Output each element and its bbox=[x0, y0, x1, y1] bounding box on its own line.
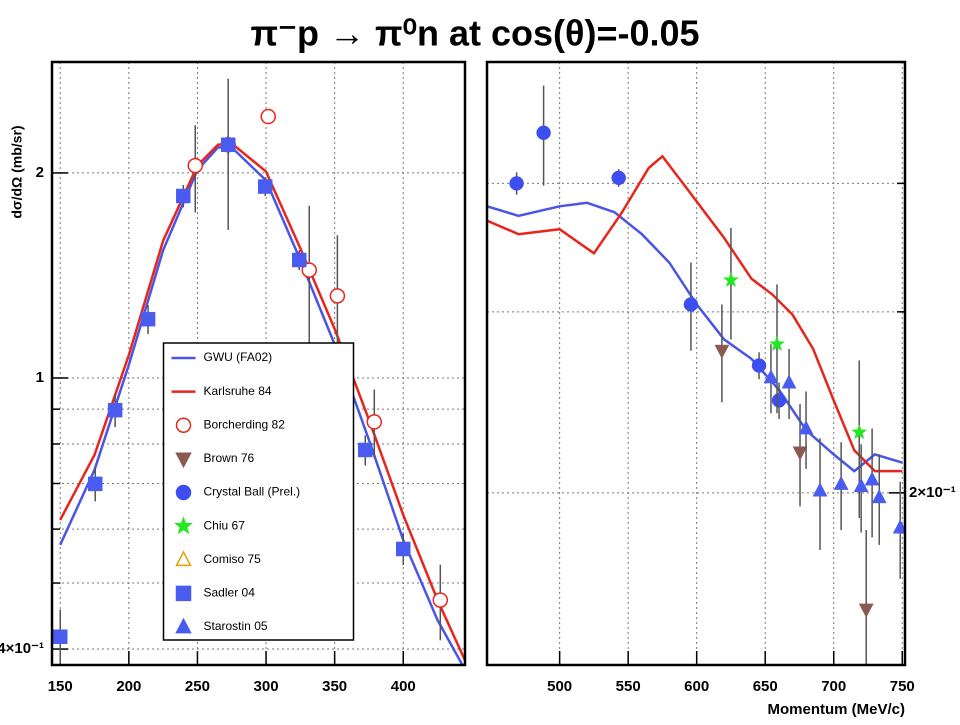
data-point bbox=[833, 475, 849, 490]
plot-layer bbox=[487, 85, 905, 665]
data-point bbox=[260, 108, 276, 125]
legend-label: GWU (FA02) bbox=[204, 350, 273, 364]
legend-label: Chiu 67 bbox=[204, 518, 246, 532]
curve bbox=[59, 146, 464, 665]
data-point bbox=[722, 271, 740, 288]
chart-title: π⁻p → π⁰n at cos(θ)=-0.05 bbox=[250, 13, 699, 54]
data-point bbox=[107, 402, 123, 418]
x-tick-label: 750 bbox=[890, 678, 915, 695]
x-tick-label: 550 bbox=[616, 678, 641, 695]
legend: GWU (FA02) Karlsruhe 84 Borcherding 82 Brow… bbox=[162, 342, 355, 641]
data-point bbox=[858, 603, 874, 618]
legend-label: Starostin 05 bbox=[204, 619, 268, 633]
x-tick-label: 600 bbox=[684, 678, 709, 695]
legend-swatch bbox=[175, 452, 192, 469]
curve bbox=[487, 201, 903, 473]
data-point bbox=[714, 344, 730, 359]
legend-label: Borcherding 82 bbox=[204, 417, 286, 431]
curve bbox=[59, 142, 465, 661]
data-point bbox=[357, 442, 373, 458]
legend-swatch bbox=[175, 550, 192, 567]
x-tick-label: 200 bbox=[116, 678, 141, 695]
data-point bbox=[366, 414, 383, 430]
frame bbox=[485, 60, 907, 667]
data-point bbox=[329, 288, 346, 304]
x-axis-label: Momentum (MeV/c) bbox=[767, 701, 905, 718]
legend-swatch bbox=[175, 585, 192, 602]
data-point bbox=[792, 446, 808, 461]
panel: 150 200 250 300 350 400 4×10⁻¹ 1 2 dσ/dΩ (mb/sr) G… bbox=[0, 60, 467, 695]
legend-swatch bbox=[174, 516, 193, 535]
data-point bbox=[220, 137, 236, 152]
plot-layer bbox=[52, 78, 465, 665]
data-point bbox=[812, 482, 828, 497]
x-tick-label: 150 bbox=[48, 678, 73, 695]
data-point bbox=[176, 188, 191, 204]
data-point bbox=[771, 393, 787, 408]
data-point bbox=[611, 170, 626, 186]
data-point bbox=[864, 471, 880, 486]
data-point bbox=[396, 541, 411, 557]
data-point bbox=[768, 335, 786, 352]
data-point bbox=[781, 374, 797, 389]
x-tick-label: 650 bbox=[753, 678, 778, 695]
data-point bbox=[871, 489, 887, 504]
data-point bbox=[536, 125, 551, 141]
x-tick-label: 400 bbox=[391, 678, 416, 695]
x-tick-label: 500 bbox=[547, 678, 572, 695]
y-tick-label: 1 bbox=[36, 369, 44, 386]
data-point bbox=[892, 519, 905, 534]
plot-area bbox=[487, 62, 905, 665]
data-point bbox=[798, 420, 814, 435]
legend-label: Karlsruhe 84 bbox=[204, 384, 272, 398]
legend-swatch bbox=[175, 617, 192, 634]
x-tick-label: 700 bbox=[821, 678, 846, 695]
data-point bbox=[187, 157, 203, 174]
frame bbox=[50, 60, 467, 667]
y-axis-label: dσ/dΩ (mb/sr) bbox=[9, 125, 25, 218]
legend-label: Sadler 04 bbox=[204, 586, 256, 600]
x-tick-label: 350 bbox=[322, 678, 347, 695]
y-tick-label: 4×10⁻¹ bbox=[0, 640, 44, 657]
legend-swatch bbox=[175, 417, 192, 433]
y-tick-label: 2×10⁻¹ bbox=[909, 484, 956, 501]
data-point bbox=[87, 476, 103, 492]
y-tick-label: 2 bbox=[36, 164, 44, 181]
legend-swatch bbox=[175, 484, 192, 501]
data-point bbox=[509, 176, 524, 191]
panel: 500 550 600 650 700 750 2×10⁻¹ Momentum (MeV/c) bbox=[485, 60, 956, 718]
data-point bbox=[683, 297, 699, 312]
legend-label: Brown 76 bbox=[204, 451, 255, 465]
curve bbox=[487, 154, 903, 473]
data-point bbox=[763, 369, 779, 384]
data-point bbox=[851, 423, 868, 440]
data-point bbox=[52, 629, 68, 644]
data-point bbox=[853, 477, 869, 493]
x-tick-label: 250 bbox=[185, 678, 210, 695]
data-point bbox=[140, 311, 156, 327]
data-point bbox=[751, 358, 767, 373]
data-point bbox=[432, 592, 449, 608]
data-point bbox=[257, 179, 273, 194]
data-point bbox=[292, 252, 307, 268]
x-tick-label: 300 bbox=[254, 678, 279, 695]
legend-label: Comiso 75 bbox=[204, 552, 262, 566]
legend-label: Crystal Ball (Prel.) bbox=[204, 485, 301, 499]
